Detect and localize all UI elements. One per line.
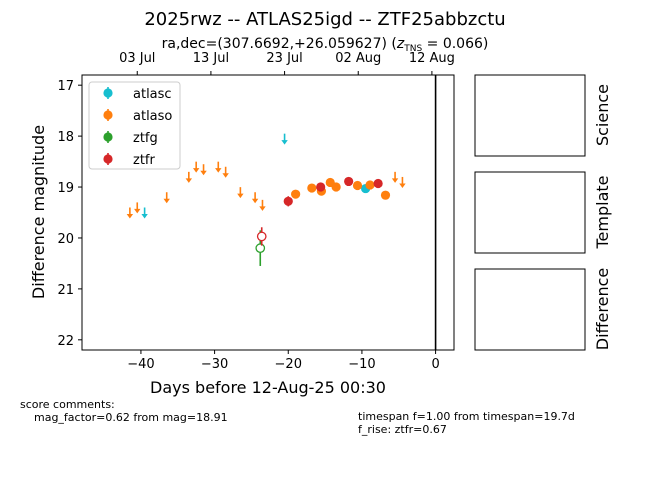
data-point xyxy=(352,180,363,191)
top-tick-label: 13 Jul xyxy=(193,51,229,66)
x-tick-label: −30 xyxy=(201,357,228,372)
legend-marker xyxy=(103,132,113,142)
data-point xyxy=(291,189,301,199)
x-tick-label: −40 xyxy=(127,357,154,372)
upper-limit-arrow xyxy=(200,164,207,176)
upper-limit-head xyxy=(391,178,399,183)
data-point-open xyxy=(255,243,266,253)
legend-marker xyxy=(103,110,113,120)
y-axis-label: Difference magnitude xyxy=(29,125,48,299)
upper-limit-head xyxy=(237,193,244,199)
upper-limit-arrow xyxy=(163,192,170,204)
upper-limit-head xyxy=(215,168,222,173)
cutout-panel-template xyxy=(474,171,586,254)
upper-limit-head xyxy=(200,170,207,176)
upper-limit-arrow xyxy=(185,171,193,183)
upper-limit-head xyxy=(222,173,229,178)
upper-limit-head xyxy=(163,198,170,204)
top-tick-label: 23 Jul xyxy=(266,51,302,66)
y-tick-label: 17 xyxy=(57,79,74,94)
upper-limit-arrow xyxy=(399,176,406,188)
top-tick-label: 02 Aug xyxy=(335,51,381,66)
data-point xyxy=(331,182,341,192)
top-tick-label: 12 Aug xyxy=(409,51,455,66)
x-tick-label: −20 xyxy=(275,357,302,372)
data-point-open xyxy=(256,231,267,242)
data-point xyxy=(283,196,293,206)
upper-limit-arrow xyxy=(237,187,244,199)
data-point xyxy=(380,190,391,200)
x-tick-label: 0 xyxy=(431,357,439,372)
upper-limit-arrow xyxy=(141,207,148,219)
upper-limit-arrow xyxy=(222,166,229,178)
chart-title: 2025rwz -- ATLAS25igd -- ZTF25abbzctu xyxy=(144,9,505,30)
y-tick-label: 19 xyxy=(57,181,74,196)
y-tick-label: 18 xyxy=(57,130,74,145)
upper-limit-head xyxy=(141,214,148,219)
data-point xyxy=(307,183,317,193)
legend-label: atlaso xyxy=(133,109,172,124)
upper-limit-head xyxy=(126,214,134,219)
legend-box xyxy=(88,81,181,170)
y-tick-label: 21 xyxy=(57,283,74,298)
upper-limit-head xyxy=(281,140,288,145)
timespan-comments: timespan f=1.00 from timespan=19.7d f_ri… xyxy=(358,410,575,436)
y-tick-label: 22 xyxy=(57,334,74,349)
y-tick-label: 20 xyxy=(57,232,74,247)
subtitle-prefix: ra,dec=(307.6692,+26.059627) ( xyxy=(162,36,397,52)
x-tick-label: −10 xyxy=(348,357,375,372)
upper-limit-arrow xyxy=(251,192,259,204)
legend-marker xyxy=(103,88,113,98)
plot-area xyxy=(81,74,455,351)
data-point xyxy=(365,180,375,190)
cutout-panel-label: Difference xyxy=(593,268,612,350)
score-comments: score comments: mag_factor=0.62 from mag… xyxy=(20,398,228,424)
upper-limit-head xyxy=(134,208,141,214)
plot-frame xyxy=(81,74,455,351)
cutout-panel-difference xyxy=(474,268,586,351)
subtitle-math-sub: TNS xyxy=(403,44,422,54)
upper-limit-arrow xyxy=(126,207,134,219)
data-point xyxy=(344,176,354,187)
upper-limit-head xyxy=(259,206,266,211)
upper-limit-arrow xyxy=(281,133,288,145)
legend-label: ztfg xyxy=(133,131,158,146)
cutout-panel-science xyxy=(474,74,586,157)
data-point xyxy=(316,182,326,192)
data-marks xyxy=(126,75,437,350)
cutout-panels: Science Template Difference xyxy=(474,74,612,351)
upper-limit-arrow xyxy=(391,171,399,183)
upper-limit-arrow xyxy=(192,161,200,173)
chart-subtitle: ra,dec=(307.6692,+26.059627) (zTNS = 0.0… xyxy=(162,36,489,54)
upper-limit-arrow xyxy=(215,161,222,173)
legend-label: atlasc xyxy=(133,87,172,102)
cutout-panel-label: Science xyxy=(593,84,612,146)
x-axis-label: Days before 12-Aug-25 00:30 xyxy=(150,378,386,397)
upper-limit-head xyxy=(251,198,259,204)
data-point xyxy=(373,178,383,189)
axes: −40 −30 −20 −10 0 17 18 19 20 21 22 03 Jul 13 Jul 23 … xyxy=(57,51,454,372)
legend-label: ztfr xyxy=(133,153,155,168)
legend: atlasc atlaso ztfg ztfr xyxy=(88,81,181,170)
subtitle-math-base: z xyxy=(396,36,405,52)
upper-limit-head xyxy=(399,183,406,188)
subtitle-math-rest: = 0.066) xyxy=(422,36,488,52)
upper-limit-arrow xyxy=(134,202,141,214)
upper-limit-head xyxy=(192,168,200,173)
upper-limit-arrow xyxy=(259,199,266,211)
upper-limit-head xyxy=(185,178,193,183)
cutout-panel-label: Template xyxy=(593,175,612,249)
top-tick-label: 03 Jul xyxy=(119,51,155,66)
legend-marker xyxy=(103,154,113,164)
